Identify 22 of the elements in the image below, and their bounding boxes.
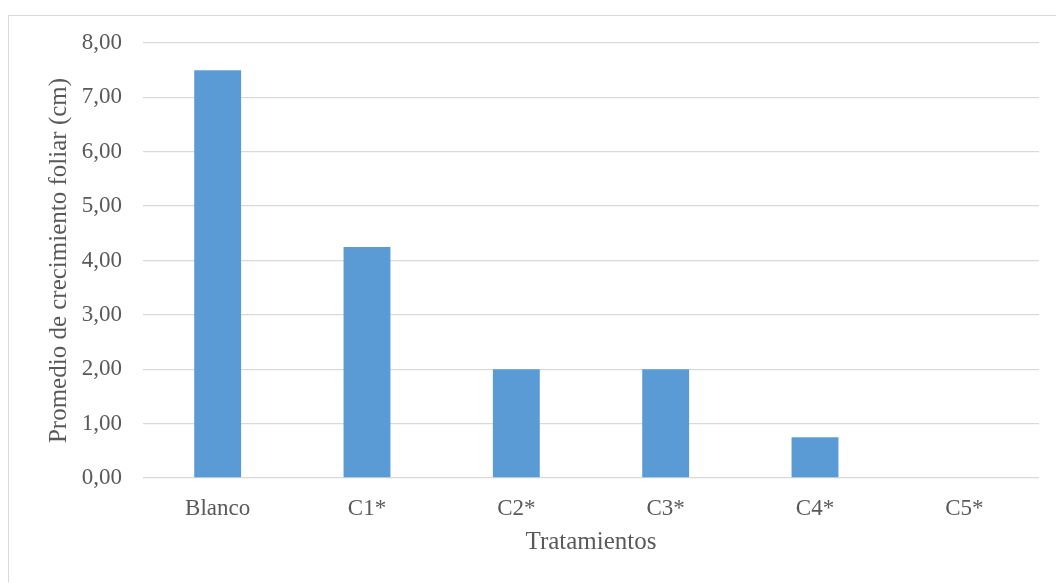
x-tick-label: C3*: [646, 494, 685, 520]
bar: [642, 369, 690, 478]
bar: [194, 70, 242, 478]
y-tick-label: 6,00: [81, 137, 122, 163]
bar: [343, 246, 391, 478]
y-tick-label: 5,00: [81, 192, 122, 218]
y-tick-label: 0,00: [81, 464, 122, 490]
x-tick-label: C1*: [347, 494, 387, 520]
x-tick-label: C5*: [945, 494, 984, 520]
x-tick-label: Blanco: [185, 494, 251, 520]
y-tick-label: 3,00: [81, 300, 122, 326]
y-tick-label: 2,00: [81, 355, 122, 381]
y-tick-label: 1,00: [81, 409, 122, 435]
y-tick-label: 8,00: [81, 29, 122, 55]
y-axis-title: Promedio de crecimiento foliar (cm): [43, 77, 72, 444]
x-tick-label: C2*: [497, 494, 536, 520]
bar: [492, 369, 540, 478]
bar: [791, 437, 839, 478]
x-tick-label: C4*: [795, 494, 835, 520]
x-axis-title: Tratamientos: [525, 526, 657, 554]
y-tick-label: 7,00: [81, 83, 122, 109]
y-tick-label: 4,00: [81, 246, 122, 272]
